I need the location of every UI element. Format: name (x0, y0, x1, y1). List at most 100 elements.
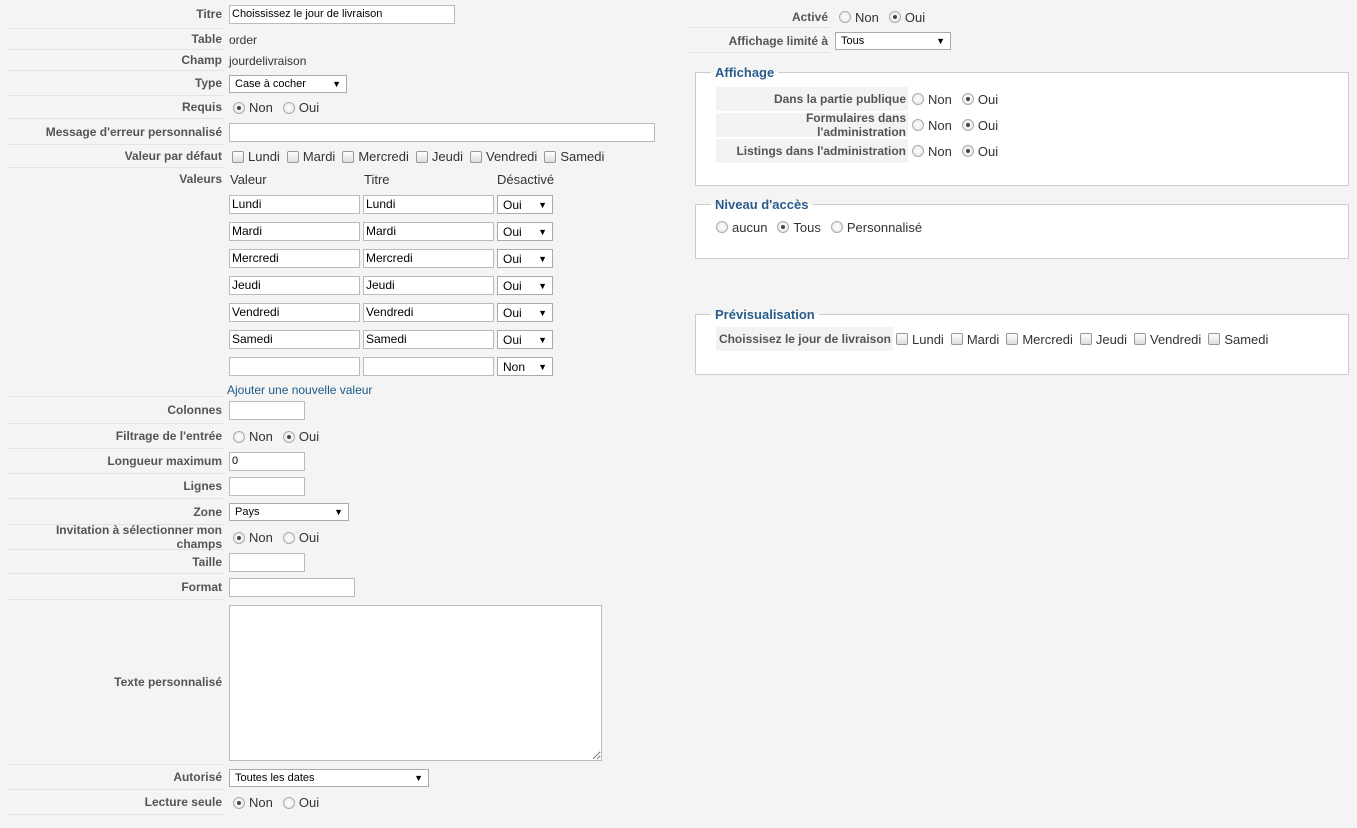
chevron-down-icon: ▼ (538, 280, 547, 291)
checkbox-mardi[interactable] (950, 333, 963, 345)
value-input[interactable]: Jeudi (229, 276, 360, 295)
title-input[interactable] (363, 357, 494, 376)
field-label: Format (8, 574, 224, 600)
form-row: Zone Pays ▼ (8, 499, 658, 525)
radio-label: Non (855, 9, 879, 25)
text-input[interactable]: 0 (229, 452, 305, 471)
value-input[interactable]: Vendredi (229, 303, 360, 322)
field-label: Colonnes (8, 397, 224, 424)
radio-non[interactable] (912, 145, 924, 157)
display-row: Formulaires dans l'administration Non Oui (716, 111, 1348, 139)
text-input[interactable] (229, 577, 355, 597)
radio-non[interactable] (233, 101, 245, 114)
form-row: Invitation à sélectionner mon champs Non O… (8, 523, 658, 551)
form-row: Autorisé Toutes les dates ▼ (8, 765, 658, 790)
column-header: Titre (364, 172, 390, 187)
radio-oui[interactable] (961, 93, 974, 105)
text-input[interactable] (229, 122, 655, 142)
access-level-fieldset: Niveau d'accès aucun Tous Personnalisé (695, 197, 1349, 259)
display-row: Dans la partie publique Non Oui (716, 86, 1348, 112)
field-text: jourdelivraison (229, 53, 307, 68)
checkbox-lundi[interactable] (896, 333, 908, 345)
radio-non[interactable] (233, 430, 245, 443)
radio-label: Oui (298, 429, 320, 444)
disabled-select[interactable]: Oui ▼ (497, 276, 553, 295)
disabled-select[interactable]: Oui ▼ (497, 222, 553, 241)
checkbox-mercredi[interactable] (1006, 333, 1019, 345)
radio-oui[interactable] (961, 119, 974, 131)
field-text: order (229, 32, 258, 47)
title-input[interactable]: Jeudi (363, 276, 494, 295)
radio-oui[interactable] (282, 430, 295, 443)
row-active: Activé Non Oui (688, 6, 931, 28)
checkbox-lundi[interactable] (232, 150, 244, 163)
row-display-limit: Affichage limité à Tous ▼ (688, 29, 951, 53)
title-input[interactable]: Vendredi (363, 303, 494, 322)
select-field[interactable]: Toutes les dates ▼ (229, 768, 429, 787)
field-label: Taille (8, 550, 224, 574)
field-label: Lignes (8, 474, 224, 499)
text-input[interactable] (229, 401, 305, 420)
radio-non[interactable] (233, 796, 245, 809)
radio-oui[interactable] (961, 145, 974, 157)
radio-oui[interactable] (282, 796, 295, 809)
field-label: Titre (8, 0, 224, 29)
field-label: Type (8, 71, 224, 96)
disabled-select[interactable]: Oui ▼ (497, 303, 553, 322)
title-input[interactable]: Samedi (363, 330, 494, 349)
checkbox-jeudi[interactable] (415, 150, 428, 163)
value-input[interactable]: Samedi (229, 330, 360, 349)
text-input[interactable] (229, 477, 305, 496)
chevron-down-icon: ▼ (538, 361, 547, 372)
values-row: Vendredi Vendredi Oui ▼ (229, 303, 553, 322)
radio-tous[interactable] (777, 221, 790, 233)
radio-aucun[interactable] (716, 221, 728, 233)
title-input[interactable]: Mardi (363, 222, 494, 241)
field-value (224, 574, 355, 600)
value-input[interactable] (229, 357, 360, 376)
checkbox-mardi[interactable] (286, 150, 299, 163)
text-input[interactable] (229, 552, 305, 572)
field-label: Champ (8, 50, 224, 71)
radio-non[interactable] (233, 531, 245, 544)
select-field[interactable]: Case à cocher ▼ (229, 74, 347, 93)
checkbox-samedi[interactable] (544, 150, 557, 163)
checkbox-jeudi[interactable] (1079, 333, 1092, 345)
radio-oui[interactable] (282, 101, 295, 114)
checkbox-label: Mercredi (358, 149, 409, 164)
form-row: Message d'erreur personnalisé (8, 119, 658, 145)
field-value: Non Oui (908, 144, 1004, 159)
checkbox-samedi[interactable] (1208, 333, 1221, 345)
select-value: Oui (503, 197, 522, 212)
value-input[interactable]: Lundi (229, 195, 360, 214)
radio-label: Personnalisé (846, 219, 923, 235)
display-limit-select[interactable]: Tous ▼ (835, 32, 951, 50)
value-input[interactable]: Mercredi (229, 249, 360, 268)
radio-non[interactable] (912, 93, 924, 105)
title-input[interactable]: Lundi (363, 195, 494, 214)
radio-personnalisé[interactable] (830, 221, 843, 233)
disabled-select[interactable]: Non ▼ (497, 357, 553, 376)
disabled-select[interactable]: Oui ▼ (497, 195, 553, 214)
custom-text-textarea[interactable] (229, 604, 602, 761)
disabled-select[interactable]: Oui ▼ (497, 330, 553, 349)
input-value: Lundi (366, 197, 396, 211)
title-input[interactable]: Mercredi (363, 249, 494, 268)
field-label: Activé (688, 6, 830, 28)
checkbox-vendredi[interactable] (1133, 333, 1146, 345)
radio-oui[interactable] (888, 11, 901, 23)
input-value: Samedi (366, 332, 407, 346)
select-value: Oui (503, 332, 522, 347)
disabled-select[interactable]: Oui ▼ (497, 249, 553, 268)
value-input[interactable]: Mardi (229, 222, 360, 241)
values-row: Non ▼ (229, 357, 553, 376)
radio-oui[interactable] (282, 531, 295, 544)
checkbox-mercredi[interactable] (342, 150, 355, 163)
add-value-link[interactable]: Ajouter une nouvelle valeur (227, 383, 373, 397)
radio-non[interactable] (912, 119, 924, 131)
title-input[interactable]: Choississez le jour de livraison (229, 5, 455, 24)
form-row: Lecture seule Non Oui (8, 790, 658, 815)
select-field[interactable]: Pays ▼ (229, 503, 349, 521)
checkbox-vendredi[interactable] (469, 150, 482, 163)
radio-non[interactable] (839, 11, 851, 23)
